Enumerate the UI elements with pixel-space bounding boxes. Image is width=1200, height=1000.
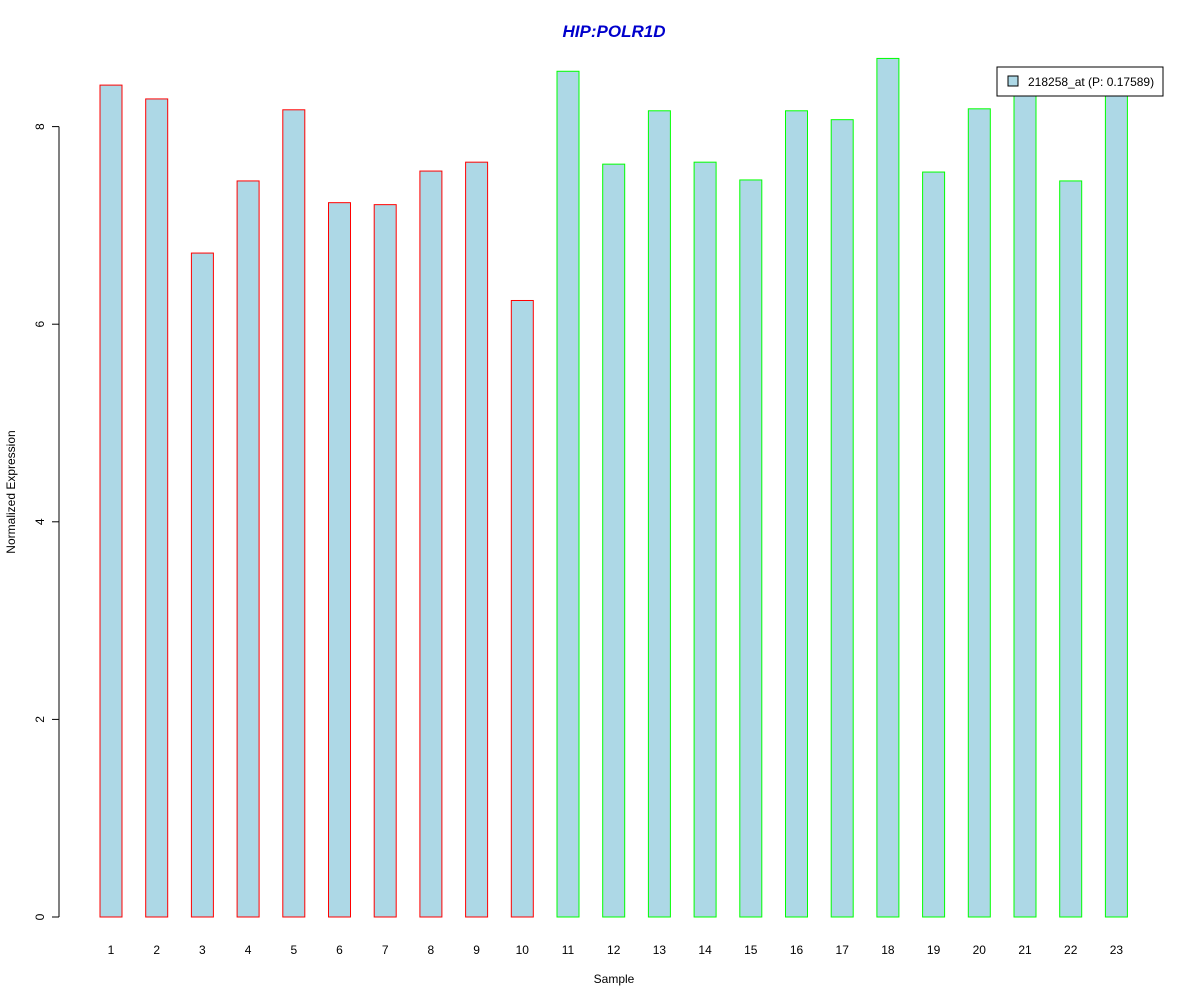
bar [876, 57, 900, 918]
x-tick-label: 2 [153, 943, 160, 957]
x-tick-label: 12 [607, 943, 621, 957]
x-tick-label: 7 [382, 943, 389, 957]
bar [830, 119, 854, 918]
x-tick-label: 8 [428, 943, 435, 957]
bar [282, 109, 306, 918]
legend-box [996, 66, 1164, 97]
x-tick-label: 10 [516, 943, 530, 957]
x-tick-label: 3 [199, 943, 206, 957]
x-tick-label: 22 [1064, 943, 1078, 957]
bar [967, 108, 991, 918]
y-tick-label: 6 [33, 321, 47, 328]
x-tick-label: 16 [790, 943, 804, 957]
x-tick-label: 9 [473, 943, 480, 957]
x-tick-label: 19 [927, 943, 941, 957]
bar [465, 161, 489, 918]
bar [373, 204, 397, 918]
bar [190, 252, 214, 918]
legend: 218258_at (P: 0.17589) [996, 66, 1164, 97]
y-tick-label: 4 [33, 518, 47, 525]
bars-group [99, 57, 1128, 918]
x-tick-labels: 1 2 3 4 5 6 7 8 9 10 11 12 13 14 15 16 17 18 19 20 21 22 23 [108, 943, 1124, 957]
y-tick-label: 2 [33, 716, 47, 723]
x-tick-label: 4 [245, 943, 252, 957]
x-tick-label: 21 [1018, 943, 1032, 957]
x-tick-label: 13 [653, 943, 667, 957]
x-tick-label: 23 [1110, 943, 1124, 957]
y-tick-label: 8 [33, 123, 47, 130]
bar [922, 171, 946, 918]
x-tick-label: 5 [290, 943, 297, 957]
chart-title: HIP:POLR1D [563, 22, 666, 41]
bar [556, 70, 580, 918]
x-axis-label: Sample [594, 972, 635, 986]
x-tick-label: 20 [973, 943, 987, 957]
bar [1104, 91, 1128, 918]
bar [1059, 180, 1083, 918]
bar [1013, 93, 1037, 918]
bar [602, 163, 626, 918]
legend-swatch [1007, 75, 1019, 87]
bar [785, 110, 808, 918]
legend-label: 218258_at (P: 0.17589) [1028, 75, 1154, 89]
y-axis: 0 2 4 6 8 [33, 123, 60, 920]
bar [145, 98, 169, 918]
x-tick-label: 6 [336, 943, 343, 957]
y-tick-label: 0 [33, 913, 47, 920]
bar [739, 179, 763, 918]
bar [693, 161, 717, 918]
bar [99, 84, 123, 918]
x-tick-label: 14 [698, 943, 712, 957]
x-tick-label: 15 [744, 943, 758, 957]
x-tick-label: 17 [836, 943, 850, 957]
x-tick-label: 18 [881, 943, 895, 957]
bar [236, 180, 260, 918]
bar [510, 299, 534, 918]
x-tick-label: 11 [562, 943, 575, 957]
x-tick-label: 1 [108, 943, 115, 957]
bar [647, 110, 671, 918]
y-axis-label: Normalized Expression [4, 430, 18, 553]
bar [328, 202, 351, 918]
bar [419, 170, 443, 918]
